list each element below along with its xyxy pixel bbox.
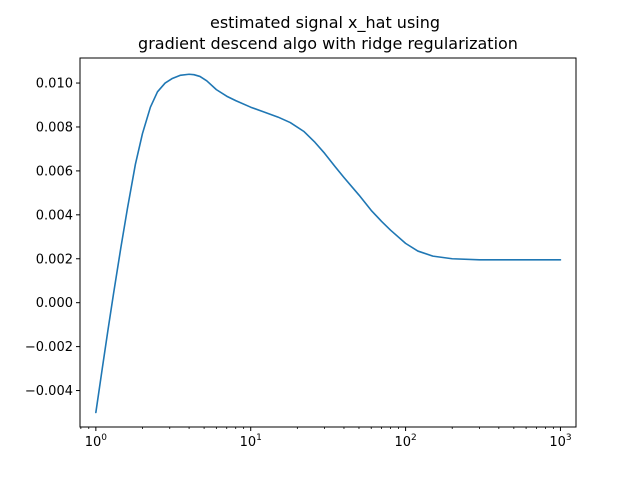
series-line-0 bbox=[95, 73, 562, 414]
x-tick-label-1: 101 bbox=[240, 433, 262, 450]
chart-title-line-2: gradient descend algo with ridge regular… bbox=[138, 34, 518, 53]
y-tick-label-4: 0.004 bbox=[36, 208, 73, 223]
x-tick-label-2: 102 bbox=[394, 433, 416, 450]
y-tick-label-7: 0.010 bbox=[36, 77, 73, 92]
x-tick-label-3: 103 bbox=[549, 433, 571, 450]
y-tick-label-2: 0.000 bbox=[36, 296, 73, 311]
plot-frame bbox=[79, 57, 577, 428]
x-tick-label-0: 100 bbox=[85, 433, 108, 450]
chart-title-line-1: estimated signal x_hat using bbox=[210, 13, 440, 33]
y-tick-label-5: 0.006 bbox=[36, 164, 73, 179]
y-tick-label-0: −0.004 bbox=[25, 384, 73, 399]
y-tick-label-1: −0.002 bbox=[25, 340, 73, 355]
y-tick-label-6: 0.008 bbox=[36, 120, 73, 135]
y-tick-label-3: 0.002 bbox=[36, 252, 73, 267]
